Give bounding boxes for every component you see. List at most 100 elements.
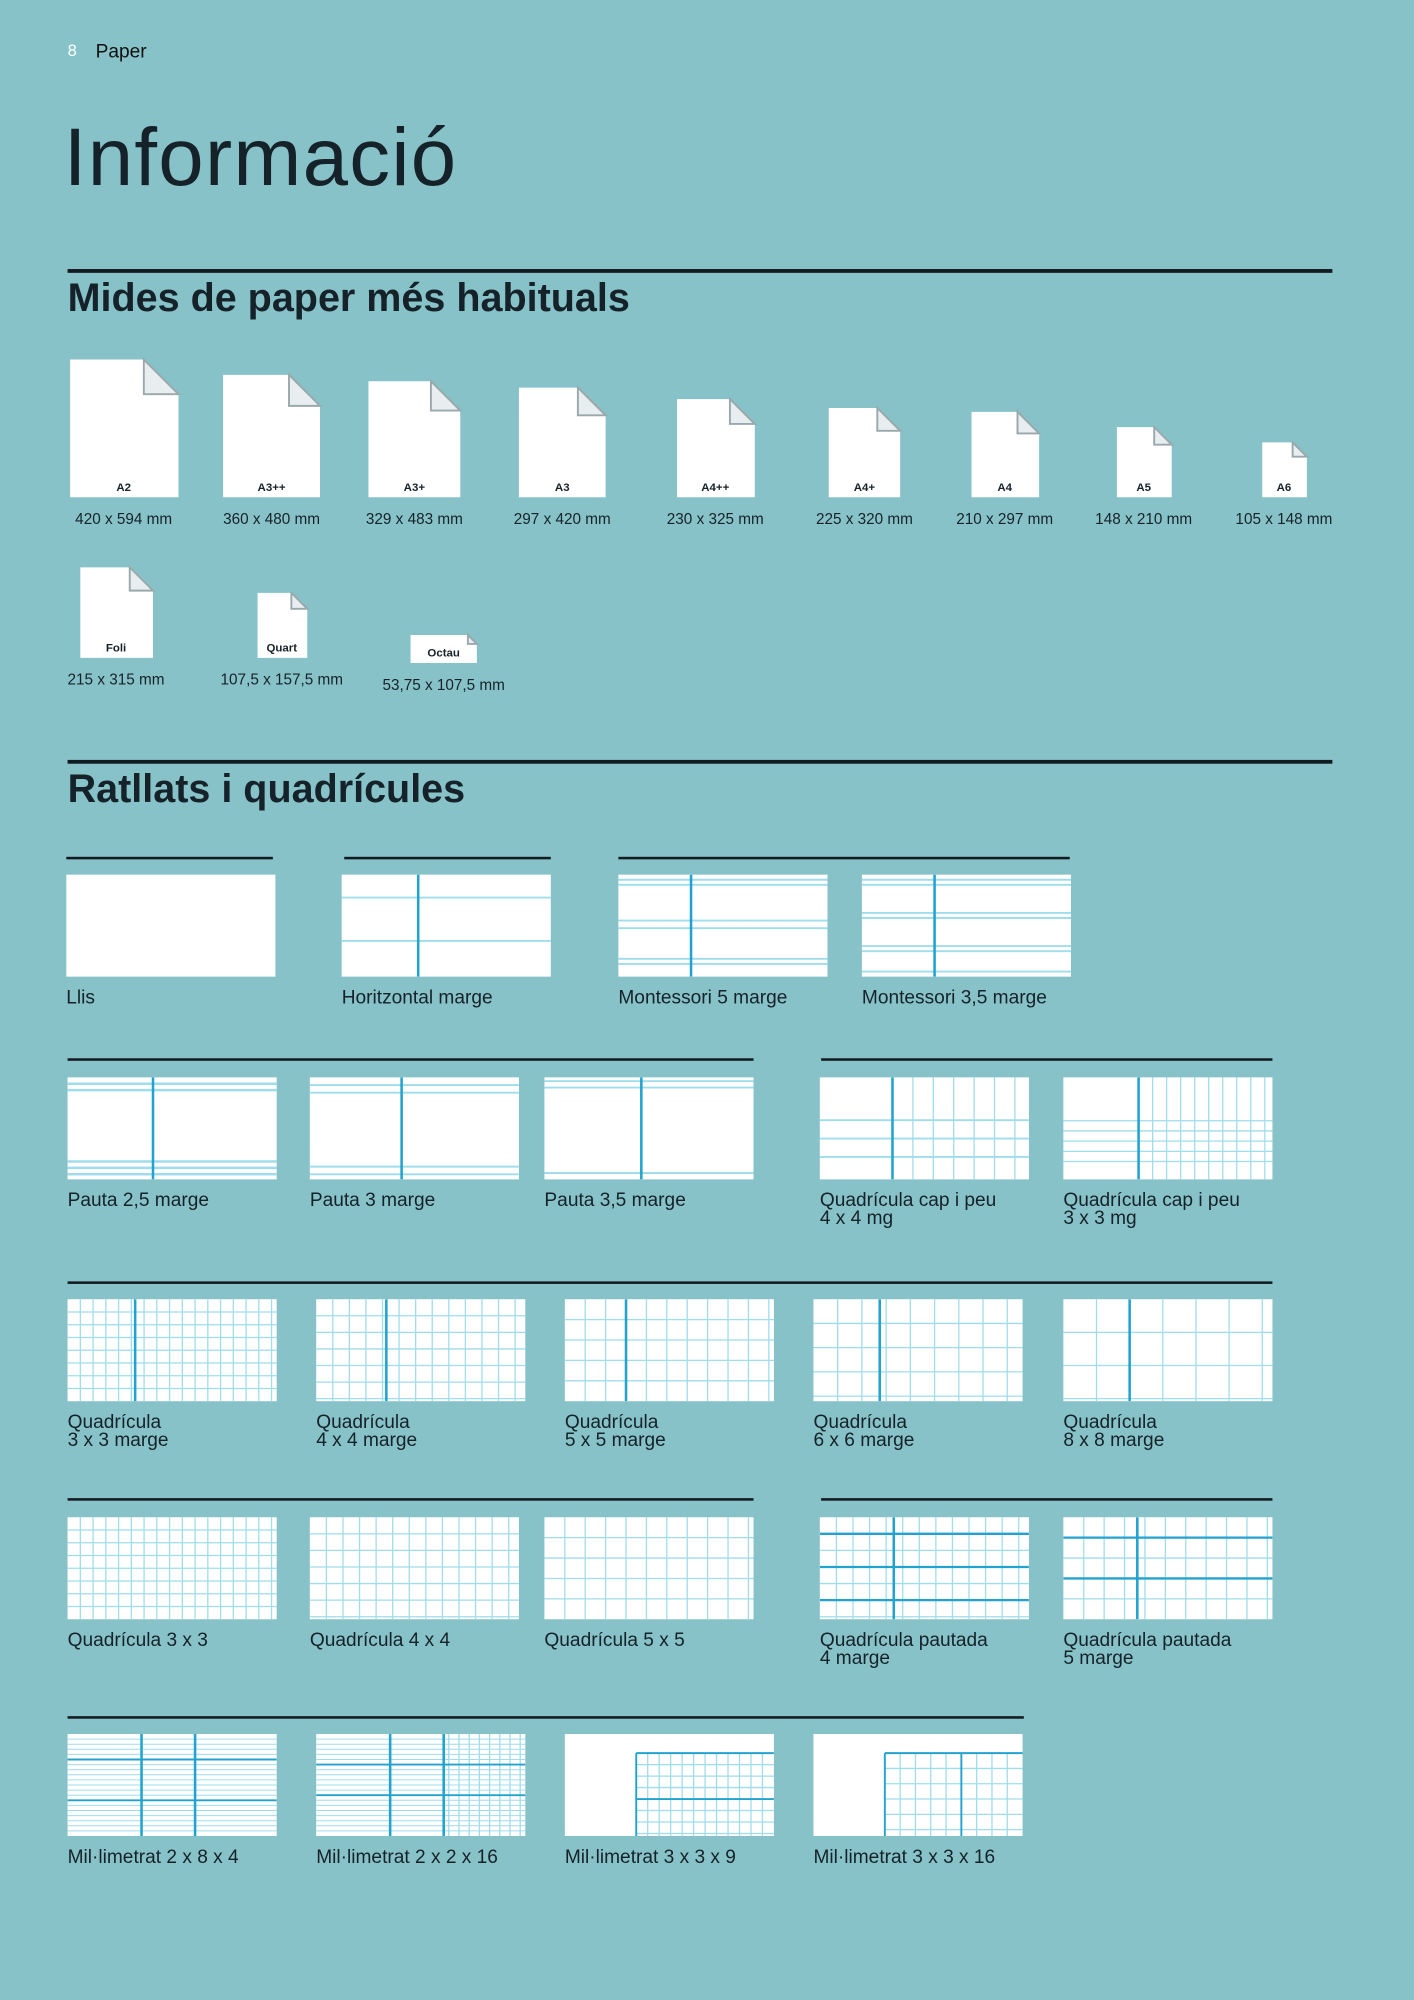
ruling-pattern (544, 1517, 754, 1620)
ruling-sample-cap-peu-3 (1063, 1077, 1273, 1180)
sizes-heading: Mides de paper més habituals (67, 275, 630, 321)
document-icon (1116, 424, 1174, 498)
ruling-label: Quadrícula 4 x 4 (309, 1629, 451, 1652)
size-dimensions: 107,5 x 157,5 mm (220, 670, 344, 689)
paper-size-a3: A3 (518, 385, 608, 498)
ruling-sample-horizontal-margin (341, 874, 551, 977)
size-name: A2 (116, 480, 132, 494)
ruling-pattern (618, 874, 828, 977)
size-name: A4++ (701, 480, 730, 494)
ruling-sample-grid-4 (309, 1517, 519, 1620)
size-dimensions: 230 x 325 mm (666, 510, 764, 528)
size-name: Foli (105, 641, 127, 655)
size-dimensions: 53,75 x 107,5 mm (382, 675, 505, 694)
ruling-sample-mil-3-3-16 (813, 1734, 1023, 1836)
size-name: A5 (1136, 480, 1152, 494)
size-dimensions: 105 x 148 mm (1235, 510, 1333, 528)
paper-size-a3plus: A3+ (368, 378, 463, 498)
ruling-sample-montessori-5 (618, 874, 828, 977)
ruling-sample-grid-4-margin (316, 1299, 526, 1402)
ruling-sample-mil-3-3-9 (564, 1734, 774, 1836)
size-name: A3++ (257, 480, 286, 494)
ruling-pattern (66, 875, 275, 977)
ruling-label: Quadrícula 5 x 5 marge (564, 1411, 666, 1451)
size-name: A6 (1276, 480, 1292, 494)
document-icon (368, 378, 463, 498)
paper-size-foli: Foli (79, 565, 155, 658)
ruling-pattern (67, 1077, 277, 1180)
paper-size-a4plusplus: A4++ (676, 396, 757, 498)
ruling-pattern (67, 1517, 277, 1620)
size-dimensions: 210 x 297 mm (956, 510, 1054, 528)
size-name: Octau (427, 646, 460, 660)
page-number: 8 (67, 40, 77, 60)
ruling-label: Quadrícula cap i peu 3 x 3 mg (1063, 1189, 1240, 1230)
document-icon (828, 405, 903, 498)
ruling-pattern (813, 1299, 1023, 1402)
ruling-label: Mil·limetrat 2 x 2 x 16 (316, 1846, 498, 1868)
divider (618, 856, 1070, 860)
ruling-label: Quadrícula 3 x 3 (67, 1629, 208, 1652)
ruling-sample-grid-6-margin (813, 1299, 1023, 1402)
ruling-pattern (1063, 1299, 1273, 1402)
ruling-sample-mil-2-8-4 (67, 1734, 277, 1836)
document-icon (518, 385, 608, 498)
paper-size-a3plusplus: A3++ (223, 372, 323, 498)
section-name: Paper (95, 40, 147, 63)
page-title: Informació (63, 110, 458, 203)
size-name: Quart (266, 641, 298, 655)
divider (67, 1716, 1024, 1719)
ruling-sample-grid-5 (544, 1517, 754, 1620)
ruling-sample-pauta-2.5 (67, 1077, 277, 1180)
ruling-sample-blank (66, 874, 276, 977)
ruling-label: Horitzontal marge (341, 986, 493, 1009)
ruling-sample-grid-8-margin (1063, 1299, 1273, 1402)
ruling-pattern (341, 874, 551, 977)
ruling-pattern (819, 1517, 1029, 1620)
size-dimensions: 148 x 210 mm (1095, 510, 1193, 528)
ruling-label: Pauta 3,5 marge (544, 1189, 686, 1212)
ruling-sample-pautada-4 (819, 1517, 1029, 1620)
ruling-pattern (316, 1734, 526, 1836)
paper-size-a6: A6 (1261, 440, 1309, 498)
divider (67, 759, 1333, 764)
divider (821, 1498, 1273, 1501)
size-dimensions: 360 x 480 mm (223, 510, 321, 528)
document-icon (79, 565, 155, 658)
ruling-pattern (635, 1752, 774, 1836)
paper-size-a4plus: A4+ (828, 405, 903, 498)
ruling-label: Quadrícula pautada 4 marge (819, 1629, 988, 1669)
ruling-pattern (544, 1077, 754, 1180)
ruling-label: Mil·limetrat 3 x 3 x 9 (564, 1846, 736, 1868)
ruling-label: Quadrícula 4 x 4 marge (316, 1411, 418, 1451)
document-icon (410, 632, 480, 663)
rulings-heading: Ratllats i quadrícules (67, 766, 466, 811)
document-icon (676, 396, 757, 498)
ruling-sample-montessori-3.5 (861, 874, 1071, 977)
paper-size-octau: Octau (410, 632, 480, 663)
ruling-pattern (309, 1077, 519, 1180)
divider (67, 1058, 754, 1061)
divider (67, 269, 1333, 273)
size-dimensions: 420 x 594 mm (75, 510, 173, 528)
ruling-sample-cap-peu-4 (819, 1077, 1029, 1180)
paper-size-a4: A4 (970, 409, 1041, 498)
divider (67, 1498, 754, 1501)
ruling-pattern (1063, 1077, 1273, 1180)
ruling-label: Pauta 3 marge (309, 1189, 436, 1212)
ruling-label: Pauta 2,5 marge (67, 1189, 209, 1212)
ruling-label: Quadrícula 6 x 6 marge (813, 1411, 915, 1451)
ruling-sample-grid-5-margin (564, 1299, 774, 1402)
divider (344, 856, 551, 860)
size-name: A3 (554, 480, 570, 494)
ruling-pattern (67, 1299, 277, 1402)
size-name: A4+ (853, 480, 876, 494)
ruling-sample-pauta-3.5 (544, 1077, 754, 1180)
paper-size-a2: A2 (69, 357, 181, 498)
ruling-label: Mil·limetrat 2 x 8 x 4 (67, 1846, 239, 1868)
ruling-sample-pauta-3 (309, 1077, 519, 1180)
document-icon (69, 357, 181, 498)
paper-size-a5: A5 (1116, 424, 1174, 498)
divider (67, 1281, 1273, 1284)
